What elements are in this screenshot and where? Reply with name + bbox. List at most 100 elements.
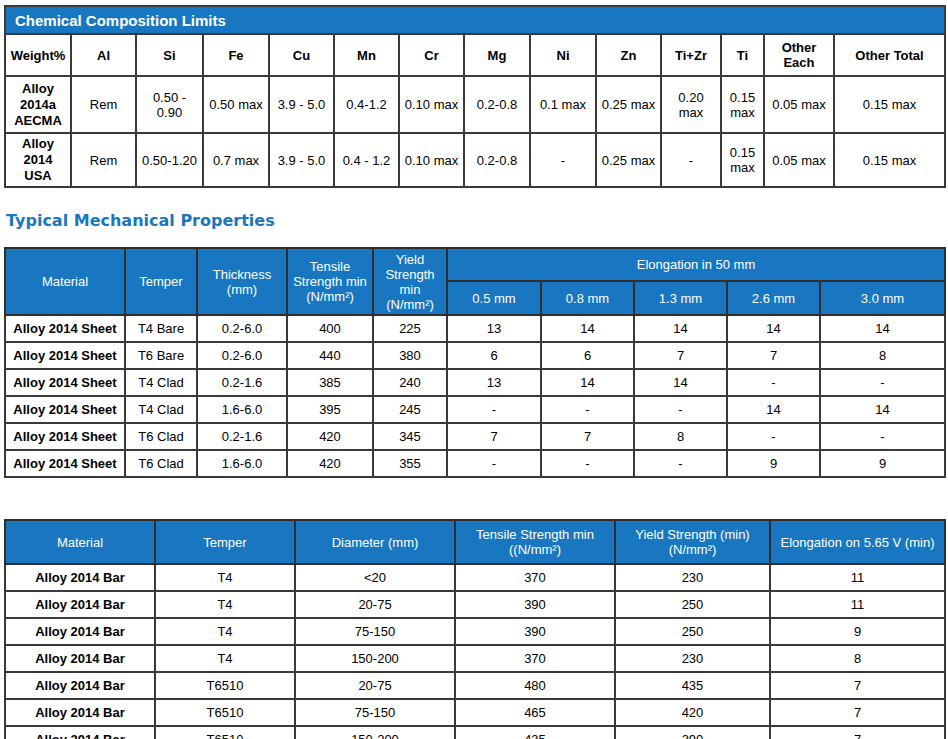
chem-cell: 0.05 max xyxy=(764,76,834,133)
sheet-cell: 400 xyxy=(287,315,373,342)
sheet-cell: - xyxy=(541,396,634,423)
chem-row-label: Alloy 2014a AECMA xyxy=(5,76,71,133)
bar-cell: 7 xyxy=(770,699,945,726)
chem-header-row: Weight% Al Si Fe Cu Mn Cr Mg Ni Zn Ti+Zr… xyxy=(5,34,945,76)
chem-row-label: Alloy 2014 USA xyxy=(5,133,71,187)
chem-cell: 0.25 max xyxy=(596,133,661,187)
bar-table-row: Alloy 2014 Bar T6510 75-150 465 420 7 xyxy=(5,699,945,726)
chem-cell: 0.4 - 1.2 xyxy=(334,133,399,187)
bar-cell: 480 xyxy=(455,672,615,699)
bar-cell: 390 xyxy=(455,591,615,618)
sheet-cell: - xyxy=(820,423,945,450)
sheet-material-cell: Alloy 2014 Sheet xyxy=(5,342,125,369)
chem-cell: 0.1 max xyxy=(530,76,596,133)
bar-cell: T6510 xyxy=(155,699,295,726)
sheet-header-elong-1-3: 1.3 mm xyxy=(634,281,727,315)
sheet-cell: 1.6-6.0 xyxy=(197,396,287,423)
chem-header-al: Al xyxy=(71,34,136,76)
bar-cell: 8 xyxy=(770,645,945,672)
sheet-cell: 7 xyxy=(634,342,727,369)
sheet-cell: 420 xyxy=(287,423,373,450)
bar-cell: 230 xyxy=(615,564,770,591)
bar-cell: 9 xyxy=(770,618,945,645)
chem-header-other-total: Other Total xyxy=(834,34,945,76)
sheet-cell: - xyxy=(541,450,634,477)
bar-table-row: Alloy 2014 Bar T4 75-150 390 250 9 xyxy=(5,618,945,645)
sheet-cell: 14 xyxy=(820,396,945,423)
sheet-cell: 14 xyxy=(727,396,820,423)
chem-cell: 0.15 max xyxy=(834,133,945,187)
sheet-cell: 245 xyxy=(373,396,447,423)
sheet-material-cell: Alloy 2014 Sheet xyxy=(5,423,125,450)
bar-header-yield: Yield Strength (min) (N/mm²) xyxy=(615,520,770,564)
bar-table-row: Alloy 2014 Bar T6510 20-75 480 435 7 xyxy=(5,672,945,699)
bar-cell: 420 xyxy=(615,699,770,726)
chem-row-aecma: Alloy 2014a AECMA Rem 0.50 - 0.90 0.50 m… xyxy=(5,76,945,133)
bar-table-row: Alloy 2014 Bar T4 <20 370 230 11 xyxy=(5,564,945,591)
bar-cell: T6510 xyxy=(155,672,295,699)
sheet-cell: 440 xyxy=(287,342,373,369)
sheet-cell: 355 xyxy=(373,450,447,477)
bar-cell: 435 xyxy=(455,726,615,739)
bar-header-diameter: Diameter (mm) xyxy=(295,520,455,564)
sheet-cell: - xyxy=(820,369,945,396)
sheet-cell: 1.6-6.0 xyxy=(197,450,287,477)
chem-header-mg: Mg xyxy=(464,34,530,76)
sheet-cell: - xyxy=(634,450,727,477)
chem-cell: 3.9 - 5.0 xyxy=(269,76,334,133)
sheet-cell: 395 xyxy=(287,396,373,423)
sheet-header-elong-2-6: 2.6 mm xyxy=(727,281,820,315)
bar-cell: 390 xyxy=(455,618,615,645)
chem-header-zn: Zn xyxy=(596,34,661,76)
sheet-cell: 345 xyxy=(373,423,447,450)
page: Chemical Composition Limits Weight% Al S… xyxy=(0,0,948,739)
sheet-material-cell: Alloy 2014 Sheet xyxy=(5,450,125,477)
sheet-cell: 8 xyxy=(820,342,945,369)
sheet-cell: 385 xyxy=(287,369,373,396)
chem-cell: 0.4-1.2 xyxy=(334,76,399,133)
chem-cell: 0.20 max xyxy=(661,76,721,133)
bar-cell: 230 xyxy=(615,645,770,672)
chemical-composition-table: Chemical Composition Limits Weight% Al S… xyxy=(4,5,946,188)
sheet-material-cell: Alloy 2014 Sheet xyxy=(5,369,125,396)
bar-cell: 20-75 xyxy=(295,672,455,699)
sheet-table-row: Alloy 2014 Sheet T6 Bare 0.2-6.0 440 380… xyxy=(5,342,945,369)
sheet-cell: - xyxy=(634,396,727,423)
chem-header-cu: Cu xyxy=(269,34,334,76)
bar-cell: 150-200 xyxy=(295,726,455,739)
sheet-cell: 7 xyxy=(727,342,820,369)
bar-cell: 250 xyxy=(615,591,770,618)
sheet-material-cell: Alloy 2014 Sheet xyxy=(5,396,125,423)
bar-material-cell: Alloy 2014 Bar xyxy=(5,699,155,726)
chem-row-usa: Alloy 2014 USA Rem 0.50-1.20 0.7 max 3.9… xyxy=(5,133,945,187)
chem-cell: 0.10 max xyxy=(399,133,464,187)
bar-cell: T4 xyxy=(155,591,295,618)
sheet-properties-table: Material Temper Thickness (mm) Tensile S… xyxy=(4,247,946,478)
sheet-header-material: Material xyxy=(5,248,125,315)
chem-cell: - xyxy=(661,133,721,187)
bar-header-elongation: Elongation on 5.65 V (min) xyxy=(770,520,945,564)
chem-cell: 0.50 - 0.90 xyxy=(136,76,203,133)
sheet-cell: 13 xyxy=(447,315,541,342)
sheet-cell: 14 xyxy=(727,315,820,342)
bar-cell: 20-75 xyxy=(295,591,455,618)
chem-header-other-each: Other Each xyxy=(764,34,834,76)
bar-cell: 435 xyxy=(615,672,770,699)
sheet-cell: 380 xyxy=(373,342,447,369)
chem-header-ni: Ni xyxy=(530,34,596,76)
bar-cell: <20 xyxy=(295,564,455,591)
sheet-header-temper: Temper xyxy=(125,248,197,315)
bar-cell: 250 xyxy=(615,618,770,645)
sheet-header-thickness: Thickness (mm) xyxy=(197,248,287,315)
bar-header-temper: Temper xyxy=(155,520,295,564)
chem-cell: 0.15 max xyxy=(834,76,945,133)
sheet-cell: 9 xyxy=(820,450,945,477)
bar-table-row: Alloy 2014 Bar T6510 150-200 435 390 7 xyxy=(5,726,945,739)
sheet-header-yield: Yield Strength min (N/mm²) xyxy=(373,248,447,315)
chem-header-weight: Weight% xyxy=(5,34,71,76)
sheet-cell: - xyxy=(447,450,541,477)
chem-header-cr: Cr xyxy=(399,34,464,76)
bar-cell: 75-150 xyxy=(295,618,455,645)
sheet-cell: - xyxy=(727,423,820,450)
chem-header-fe: Fe xyxy=(203,34,269,76)
